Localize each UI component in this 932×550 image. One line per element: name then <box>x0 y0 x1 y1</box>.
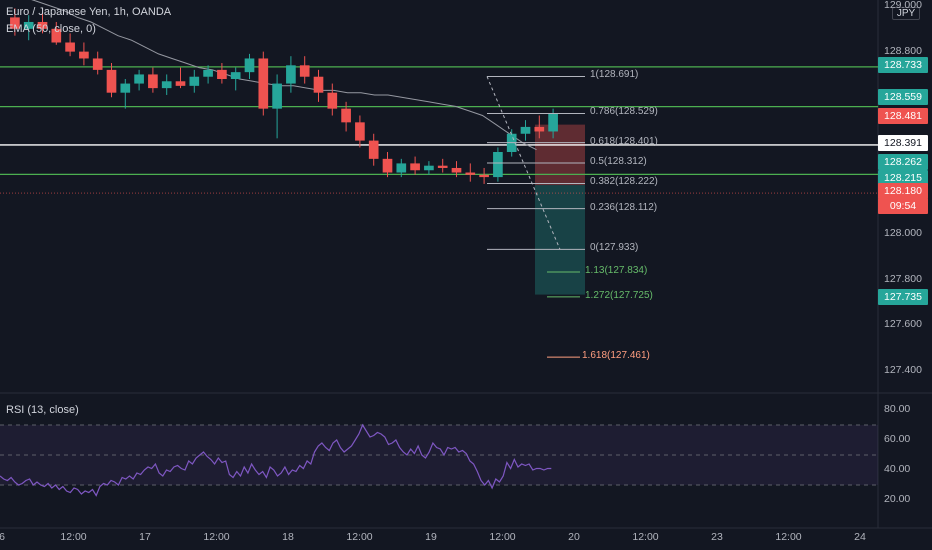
fib-label: 0.618(128.401) <box>590 135 658 147</box>
candle-body <box>65 42 75 52</box>
price-label[interactable]: 128.733 <box>878 57 928 73</box>
candle-body <box>286 65 296 84</box>
fib-label: 1.618(127.461) <box>582 350 650 362</box>
candle-body <box>534 126 545 132</box>
rsi-tick-20: 20.00 <box>884 493 911 505</box>
candle-body <box>313 76 324 93</box>
candle-body <box>203 69 213 77</box>
candle-body <box>368 140 379 159</box>
price-tick: 128.800 <box>884 44 922 57</box>
fib-label: 0(127.933) <box>590 242 639 254</box>
candle-body <box>10 17 20 29</box>
time-tick: 12:00 <box>489 531 516 543</box>
candle-body <box>327 92 338 109</box>
price-tick: 127.600 <box>884 318 922 331</box>
rsi-tick-80: 80.00 <box>884 403 911 415</box>
candle-body <box>92 58 103 70</box>
rsi-legend: RSI (13, close) <box>6 404 79 416</box>
time-tick: 19 <box>425 531 437 543</box>
fib-label: 0.236(128.112) <box>590 201 658 213</box>
price-label[interactable]: 128.262 <box>878 154 928 170</box>
time-tick: 6 <box>0 531 5 543</box>
candle-body <box>120 83 131 93</box>
candle-body <box>382 158 393 173</box>
price-label[interactable]: 128.559 <box>878 89 928 105</box>
time-tick: 12:00 <box>632 531 659 543</box>
time-tick: 12:00 <box>60 531 87 543</box>
candle-body <box>175 81 186 86</box>
time-tick: 17 <box>139 531 151 543</box>
candle-body <box>341 108 351 123</box>
rsi-tick-60: 60.00 <box>884 433 911 445</box>
candle-body <box>479 174 489 178</box>
rsi-line <box>0 423 552 497</box>
candle-body <box>465 172 476 175</box>
time-tick: 20 <box>568 531 580 543</box>
price-label[interactable]: 09:54 <box>878 198 928 214</box>
time-tick: 12:00 <box>346 531 373 543</box>
price-label[interactable]: 128.481 <box>878 108 928 124</box>
fib-label: 0.382(128.222) <box>590 176 658 188</box>
candle-body <box>79 51 89 59</box>
price-label[interactable]: 128.391 <box>878 135 928 151</box>
fib-label: 1(128.691) <box>590 69 639 81</box>
time-tick: 23 <box>711 531 723 543</box>
time-tick: 12:00 <box>203 531 230 543</box>
candle-body <box>410 163 420 171</box>
candle-body <box>23 21 34 29</box>
candle-body <box>272 83 282 109</box>
price-tick: 129.000 <box>884 0 922 11</box>
currency-badge[interactable]: JPY <box>892 7 920 20</box>
candle-body <box>161 81 172 89</box>
candle-body <box>451 167 462 173</box>
candle-body <box>355 122 365 141</box>
price-label[interactable]: 127.735 <box>878 289 928 305</box>
candle-body <box>230 72 241 79</box>
price-label[interactable]: 128.215 <box>878 170 928 186</box>
ema-legend: EMA (50, close, 0) <box>6 23 96 35</box>
candle-body <box>244 58 255 73</box>
candle-body <box>520 126 531 134</box>
price-tick: 127.800 <box>884 272 922 285</box>
candle-body <box>493 152 503 178</box>
price-tick: 128.000 <box>884 227 922 240</box>
time-tick: 12:00 <box>775 531 802 543</box>
candle-body <box>217 69 227 79</box>
candle-body <box>189 76 200 86</box>
candle-body <box>148 74 158 89</box>
fib-label: 1.272(127.725) <box>585 289 653 301</box>
candle-body <box>134 74 144 84</box>
fib-label: 1.13(127.834) <box>585 264 648 276</box>
fib-label: 0.786(128.529) <box>590 106 658 118</box>
symbol-title: Euro / Japanese Yen, 1h, OANDA <box>6 6 172 18</box>
candle-body <box>424 165 434 171</box>
candle-body <box>106 69 117 93</box>
candle-body <box>258 58 269 109</box>
candle-body <box>548 113 558 132</box>
fib-label: 0.5(128.312) <box>590 155 647 167</box>
candle-body <box>299 65 310 77</box>
rsi-tick-40: 40.00 <box>884 463 911 475</box>
candle-body <box>437 165 448 168</box>
candle-body <box>51 28 62 43</box>
time-tick: 18 <box>282 531 294 543</box>
time-tick: 24 <box>854 531 866 543</box>
price-label[interactable]: 128.180 <box>878 183 928 199</box>
candle-body <box>396 163 407 173</box>
take-profit-zone <box>535 185 585 295</box>
fib-trend-line <box>486 76 561 250</box>
stop-loss-zone <box>535 124 585 186</box>
price-tick: 127.400 <box>884 364 922 376</box>
candle-body <box>37 21 48 29</box>
